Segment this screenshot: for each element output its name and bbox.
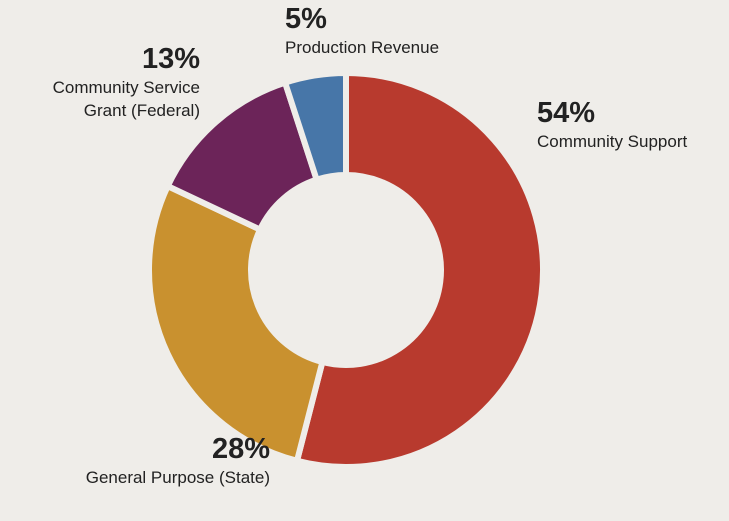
- value-label: 54%: [537, 97, 596, 129]
- donut-segment: [293, 69, 546, 470]
- donut-segment: [146, 182, 327, 465]
- donut-segment: [281, 69, 349, 184]
- value-label: 28%: [211, 433, 270, 465]
- segment-label: 28% General Purpose (State): [40, 432, 270, 489]
- segment-label: 5% Production Revenue: [285, 2, 485, 59]
- segment-label: 13% Community Service Grant (Federal): [10, 42, 200, 122]
- category-label: Community Service Grant (Federal): [52, 78, 200, 120]
- segment-label: 54% Community Support: [537, 96, 727, 153]
- value-label: 5%: [285, 3, 327, 35]
- category-label: Production Revenue: [285, 38, 440, 57]
- value-label: 13%: [141, 43, 200, 75]
- category-label: Community Support: [537, 132, 688, 151]
- category-label: General Purpose (State): [85, 468, 270, 487]
